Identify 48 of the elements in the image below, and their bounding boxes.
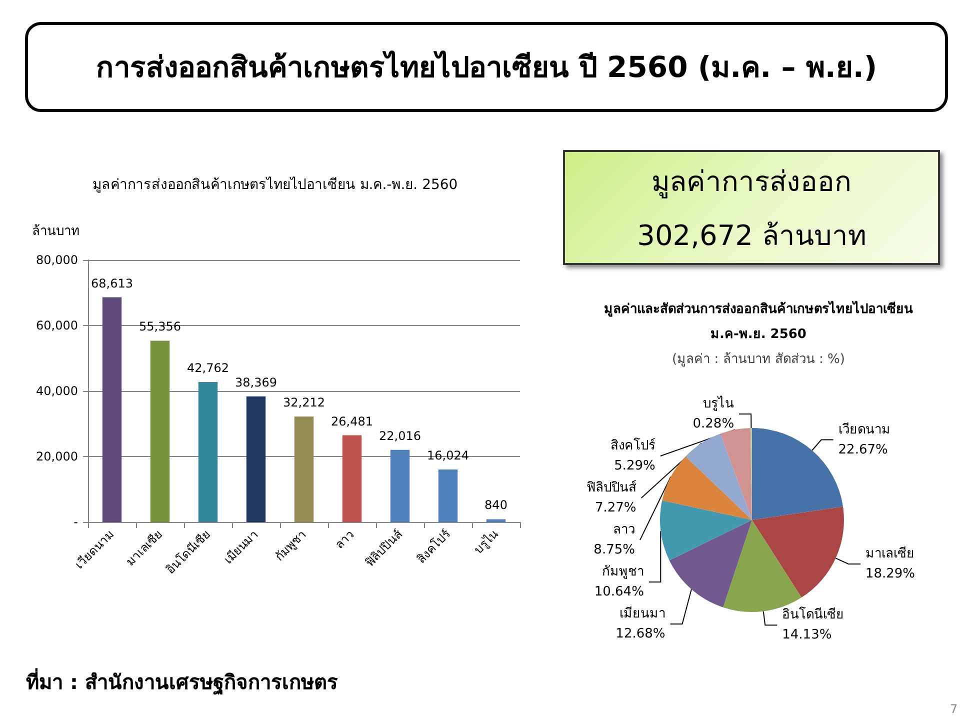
slice-label: ฟิลิปปินส์ — [586, 480, 636, 496]
y-tick-label: 60,000 — [36, 318, 78, 332]
bar — [198, 382, 218, 522]
bar — [294, 416, 314, 522]
chart-title: มูลค่าการส่งออกสินค้าเกษตรไทยไปอาเซียน ม.ค.-พ.ย. 2560 — [92, 176, 458, 193]
data-label: 14.13% — [782, 628, 832, 643]
data-label: 38,369 — [235, 375, 277, 390]
data-label: 42,762 — [187, 360, 229, 375]
text: 302,672 ล้านบาท — [637, 218, 866, 254]
text: ที่มา : สำนักงานเศรษฐกิจการเกษตร — [26, 667, 338, 697]
bar — [102, 297, 122, 522]
slice-label: เวียดนาม — [838, 421, 890, 438]
text: การส่งออกสินค้าเกษตรไทยไปอาเซียน ปี 2560 (ม.ค. – พ.ย.) — [96, 49, 878, 86]
text: 7 — [950, 702, 958, 716]
y-tick-label: - — [74, 515, 78, 529]
data-label: 26,481 — [331, 414, 373, 428]
bar — [342, 435, 362, 522]
slice-label: เมียนมา — [619, 606, 666, 622]
y-tick-label: 20,000 — [36, 450, 78, 464]
data-label: 22,016 — [379, 428, 421, 443]
bar — [438, 470, 458, 522]
data-label: 7.27% — [594, 500, 636, 516]
data-label: 840 — [484, 498, 508, 512]
y-tick-label: 80,000 — [36, 253, 78, 267]
chart-subtitle: (มูลค่า : ล้านบาท สัดส่วน : %) — [672, 352, 845, 367]
text: มูลค่าการส่งออก — [652, 164, 852, 200]
bar — [150, 340, 170, 522]
data-label: 12.68% — [616, 626, 666, 642]
x-tick-label: ลาว — [332, 527, 357, 552]
data-label: 32,212 — [283, 396, 325, 410]
data-label: 8.75% — [594, 542, 635, 558]
bar — [486, 519, 506, 522]
data-label: 10.64% — [594, 584, 644, 600]
data-label: 5.29% — [614, 458, 656, 474]
y-tick-label: 40,000 — [36, 384, 78, 398]
chart-title: มูลค่าและสัดส่วนการส่งออกสินค้าเกษตรไทยไปอาเซียน ม.ค-พ.ย. 2560 — [604, 300, 913, 342]
bar — [246, 396, 266, 522]
data-label: 18.29% — [865, 566, 916, 582]
slice-label: สิงคโปร์ — [610, 438, 656, 454]
data-label: 22.67% — [838, 442, 888, 458]
data-label: 16,024 — [427, 448, 469, 463]
slice-label: บรูไน — [703, 396, 734, 412]
data-label: 55,356 — [139, 320, 181, 334]
data-label: 0.28% — [692, 416, 734, 432]
data-label: 68,613 — [91, 276, 133, 290]
bar — [390, 450, 410, 522]
slice-label: อินโดนีเซีย — [782, 606, 844, 623]
y-axis-title: ล้านบาท — [32, 224, 80, 239]
